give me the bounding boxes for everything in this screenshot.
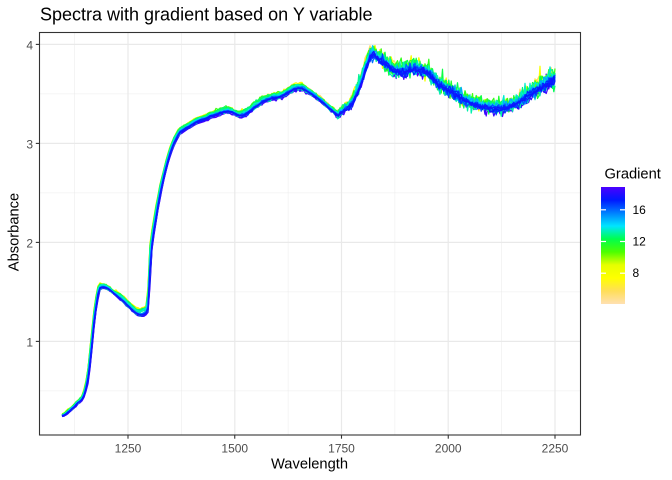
svg-text:16: 16 (633, 203, 647, 217)
svg-text:8: 8 (633, 266, 640, 280)
svg-text:Gradient: Gradient (605, 167, 661, 183)
svg-text:2000: 2000 (435, 442, 462, 456)
svg-text:1500: 1500 (221, 442, 248, 456)
svg-text:Absorbance: Absorbance (7, 193, 23, 271)
svg-text:1750: 1750 (328, 442, 355, 456)
svg-text:Spectra with gradient based on: Spectra with gradient based on Y variabl… (40, 5, 373, 25)
svg-text:3: 3 (26, 138, 33, 152)
svg-text:1250: 1250 (115, 442, 142, 456)
svg-text:2: 2 (26, 237, 33, 251)
svg-text:2250: 2250 (542, 442, 569, 456)
svg-text:12: 12 (633, 235, 647, 249)
svg-text:1: 1 (26, 336, 33, 350)
svg-text:Wavelength: Wavelength (271, 456, 348, 472)
svg-text:4: 4 (26, 39, 33, 53)
